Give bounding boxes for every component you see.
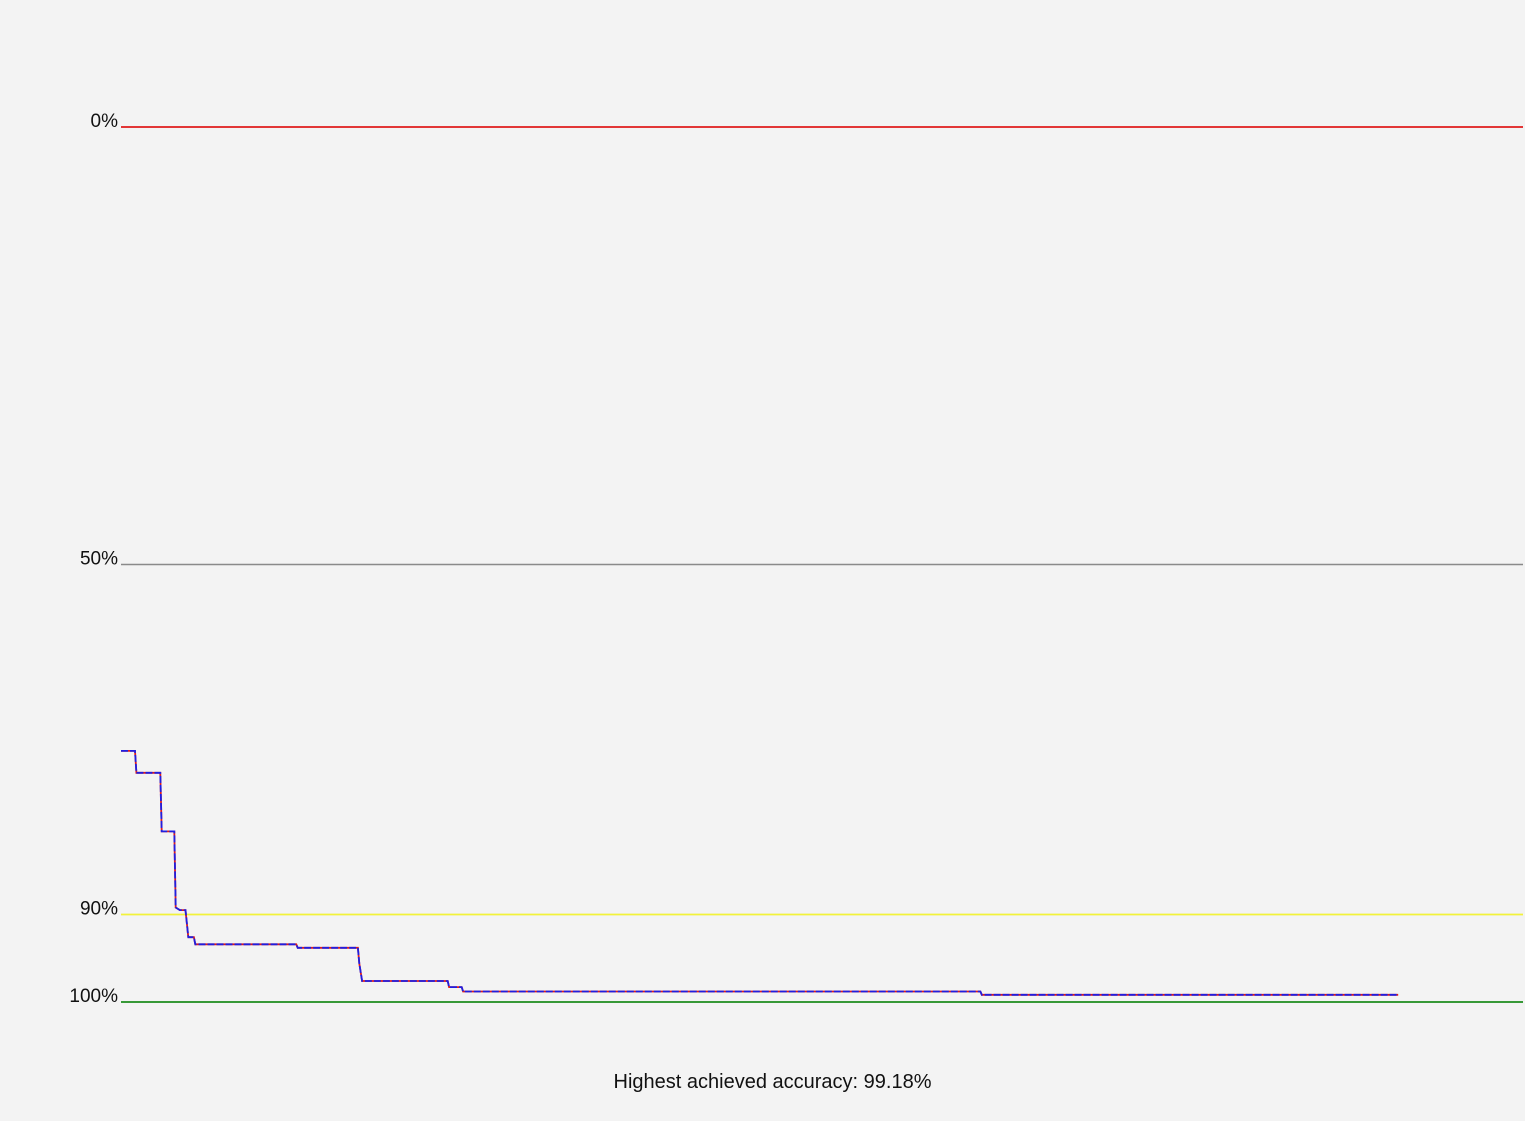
series-line-0 <box>121 750 1399 996</box>
y-tick-label-100: 100% <box>69 986 118 1007</box>
y-tick-label-50: 50% <box>80 549 118 570</box>
series-line-1 <box>121 750 1399 996</box>
y-tick-label-0: 0% <box>91 111 119 132</box>
chart-caption: Highest achieved accuracy: 99.18% <box>613 1071 932 1093</box>
y-tick-label-90: 90% <box>80 899 118 920</box>
